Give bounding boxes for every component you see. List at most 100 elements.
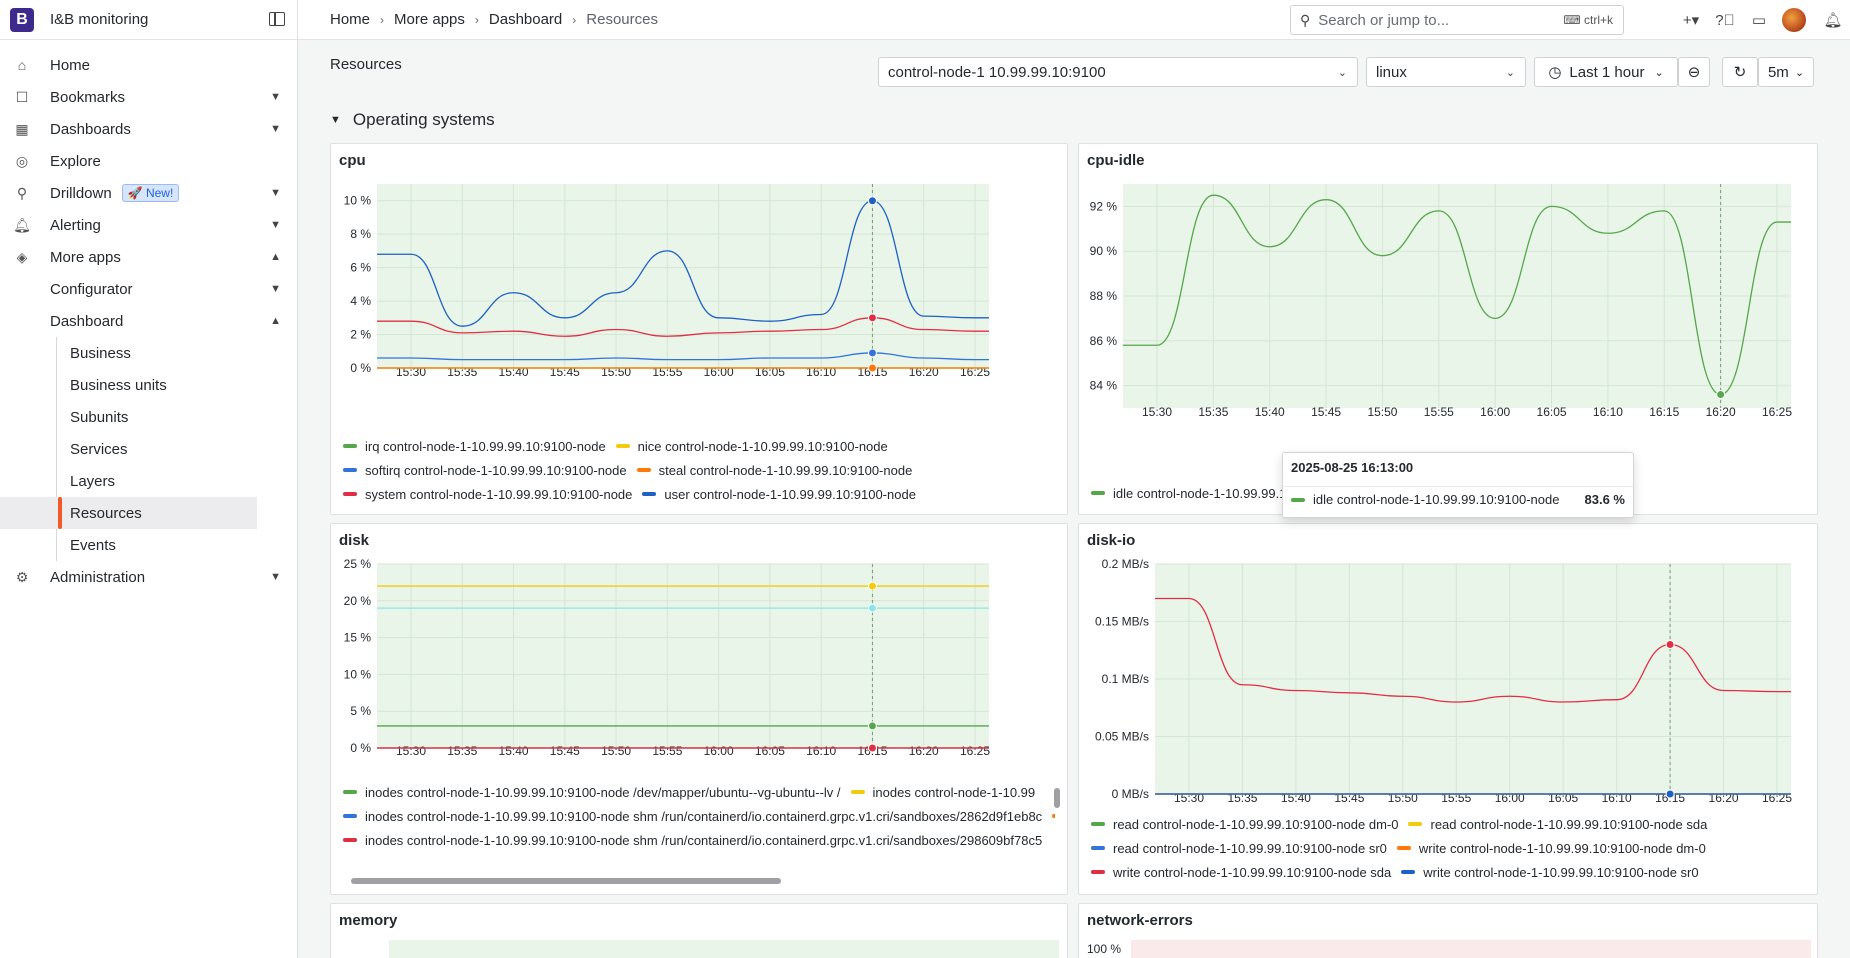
sidebar-item-business[interactable]: Business (0, 337, 297, 369)
os-select[interactable]: linux ⌄ (1366, 57, 1526, 87)
chart-disk-io[interactable]: 15:30 15:35 15:40 15:45 15:50 15:55 16:00 16:05… (1079, 524, 1818, 895)
chart-disk[interactable]: 15:30 15:35 15:40 15:45 15:50 15:55 16:00 16:05… (331, 524, 1068, 895)
legend-item[interactable]: inodes control-node-1-10.99.99.10:9100-n… (343, 833, 1042, 848)
legend-row: write control-node-1-10.99.99.10:9100-no… (1091, 860, 1717, 884)
panel-network-errors[interactable]: network-errors 100 % (1078, 903, 1818, 958)
breadcrumb-dashboard[interactable]: Dashboard (488, 11, 563, 28)
sidebar-item-bookmarks[interactable]: ☐ Bookmarks ▼ (0, 81, 297, 113)
legend-item[interactable]: irq control-node-1-10.99.99.10:9100-node (343, 439, 606, 454)
sidebar-item-label: Drilldown (50, 184, 112, 202)
avatar[interactable] (1782, 8, 1806, 32)
legend-item[interactable]: read control-node-1-10.99.99.10:9100-nod… (1408, 817, 1707, 832)
sidebar-item-subunits[interactable]: Subunits (0, 401, 297, 433)
search-input[interactable]: ⚲ Search or jump to... ⌨ ctrl+k (1290, 5, 1624, 35)
clock-icon: ◷ (1548, 64, 1562, 81)
gear-icon: ⚙ (15, 568, 29, 585)
sidebar-item-drilldown[interactable]: ⚲ Drilldown 🚀 New! ▼ (0, 177, 297, 209)
y-tick-label: 90 % (1090, 244, 1118, 258)
refresh-button[interactable]: ↻ (1722, 57, 1758, 87)
chevron-down-icon: ⌄ (1654, 66, 1664, 79)
legend-item[interactable]: user control-node-1-10.99.99.10:9100-nod… (642, 487, 916, 502)
hover-point (867, 581, 877, 591)
legend-item[interactable]: inodes control-node-1-10.99.99.10:9100-n… (343, 809, 1042, 824)
legend-item[interactable]: write control-node-1-10.99.99.10:9100-no… (1401, 865, 1699, 880)
tooltip-time: 2025-08-25 16:13:00 (1291, 460, 1414, 475)
app-logo[interactable]: B (10, 7, 34, 32)
sidebar-item-dashboards[interactable]: ▦ Dashboards ▼ (0, 113, 297, 145)
legend-item[interactable]: inodes control-node-1-10.99 (850, 785, 1035, 800)
x-tick-label: 16:25 (1762, 405, 1792, 419)
panel-disk[interactable]: disk 15:30 15:35 15:40 15:45 15:50 15:55 16:00… (330, 523, 1068, 895)
legend-label: inodes control-node-1-10.99.99.10:9100-n… (365, 784, 841, 800)
chevron-down-icon[interactable]: ▼ (270, 187, 281, 199)
y-tick-label: 4 % (350, 294, 371, 308)
sidebar-item-label: Business units (70, 376, 167, 394)
breadcrumb-home[interactable]: Home (330, 11, 371, 28)
legend-item[interactable]: steal control-node-1-10.99.99.10:9100-no… (636, 463, 912, 478)
chart-cpu[interactable]: 15:30 15:35 15:40 15:45 15:50 15:55 16:00 16:05… (331, 144, 1068, 515)
scrollbar-thumb[interactable] (1054, 788, 1060, 808)
chevron-down-icon[interactable]: ▼ (270, 219, 281, 231)
instance-select[interactable]: control-node-1 10.99.99.10:9100 ⌄ (878, 57, 1358, 87)
legend-item[interactable]: read control-node-1-10.99.99.10:9100-nod… (1091, 841, 1387, 856)
refresh-interval-picker[interactable]: 5m ⌄ (1758, 57, 1814, 87)
tooltip-series: idle control-node-1-10.99.99.10:9100-nod… (1313, 492, 1560, 507)
x-tick-label: 16:20 (1706, 405, 1736, 419)
sidebar-item-home[interactable]: ⌂ Home (0, 49, 297, 81)
legend-item[interactable]: inodes control-node-1-10.99.99.10:9100-n… (1052, 809, 1055, 824)
row-operating-systems[interactable]: ▼ Operating systems (330, 110, 495, 130)
y-tick-label: 0.05 MB/s (1095, 730, 1149, 744)
dock-menu-icon[interactable] (269, 12, 285, 26)
sidebar-item-dashboard[interactable]: Dashboard ▲ (0, 305, 297, 337)
panel-cpu-idle[interactable]: cpu-idle 15:30 15:35 15:40 15:45 15:50 15:55 1… (1078, 143, 1818, 515)
sidebar-item-administration[interactable]: ⚙ Administration ▼ (0, 561, 297, 593)
legend-swatch (1091, 870, 1105, 874)
chevron-down-icon[interactable]: ▼ (270, 91, 281, 103)
panel-cpu[interactable]: cpu 15:30 15:35 15:40 15:45 15:50 15:55 16:00 1… (330, 143, 1068, 515)
sidebar-item-business-units[interactable]: Business units (0, 369, 297, 401)
sidebar-item-more-apps[interactable]: ◈ More apps ▲ (0, 241, 297, 273)
legend-item[interactable]: read control-node-1-10.99.99.10:9100-nod… (1091, 817, 1398, 832)
help-icon[interactable]: ?⃝ (1715, 11, 1735, 29)
chart-cpu-idle[interactable]: 15:30 15:35 15:40 15:45 15:50 15:55 16:00 16:05… (1079, 144, 1818, 515)
legend-swatch (343, 814, 357, 818)
y-tick-label: 2 % (350, 328, 371, 342)
sidebar-item-explore[interactable]: ◎ Explore (0, 145, 297, 177)
legend-item[interactable]: nice control-node-1-10.99.99.10:9100-nod… (615, 439, 888, 454)
panel-memory[interactable]: memory (330, 903, 1068, 958)
sidebar-item-layers[interactable]: Layers (0, 465, 297, 497)
chevron-down-icon[interactable]: ▼ (270, 571, 281, 583)
chart-plot-area (377, 184, 989, 368)
chevron-up-icon[interactable]: ▲ (270, 251, 281, 263)
legend-vertical-scrollbar[interactable] (1053, 782, 1061, 876)
time-range-picker[interactable]: ◷ Last 1 hour ⌄ (1534, 57, 1678, 87)
sidebar-item-resources[interactable]: Resources (0, 497, 257, 529)
legend-item[interactable]: write control-node-1-10.99.99.10:9100-no… (1091, 865, 1391, 880)
add-icon[interactable]: +▾ (1682, 12, 1700, 29)
chevron-down-icon[interactable]: ▼ (270, 123, 281, 135)
legend-item[interactable]: inodes control-node-1-10.99.99.10:9100-n… (343, 785, 841, 800)
sidebar-item-configurator[interactable]: Configurator ▼ (0, 273, 297, 305)
legend-item[interactable]: write control-node-1-10.99.99.10:9100-no… (1396, 841, 1706, 856)
sidebar-item-events[interactable]: Events (0, 529, 297, 561)
panel-disk-io[interactable]: disk-io 15:30 15:35 15:40 15:45 15:50 15:55 16… (1078, 523, 1818, 895)
search-placeholder: Search or jump to... (1318, 11, 1450, 29)
legend-label: read control-node-1-10.99.99.10:9100-nod… (1113, 840, 1387, 856)
x-tick-label: 15:50 (1388, 791, 1418, 805)
legend-item[interactable]: softirq control-node-1-10.99.99.10:9100-… (343, 463, 627, 478)
zoom-out-button[interactable]: ⊖ (1678, 57, 1710, 87)
legend-item[interactable]: system control-node-1-10.99.99.10:9100-n… (343, 487, 632, 502)
breadcrumb-more-apps[interactable]: More apps (394, 11, 465, 28)
sidebar-item-label: Dashboards (50, 120, 131, 138)
y-tick-label: 0.1 MB/s (1102, 672, 1149, 686)
news-icon[interactable]: ▭ (1751, 12, 1767, 29)
chevron-down-icon[interactable]: ▼ (270, 283, 281, 295)
legend-horizontal-scrollbar[interactable] (339, 876, 1059, 886)
sidebar-item-alerting[interactable]: 🔔︎ Alerting ▼ (0, 209, 297, 241)
x-tick-label: 15:55 (652, 365, 682, 379)
scrollbar-thumb[interactable] (351, 878, 781, 884)
chevron-up-icon[interactable]: ▲ (270, 315, 281, 327)
series-line (1154, 597, 1791, 703)
sidebar-item-services[interactable]: Services (0, 433, 297, 465)
bell-icon[interactable]: 🔔︎ (1823, 12, 1843, 29)
